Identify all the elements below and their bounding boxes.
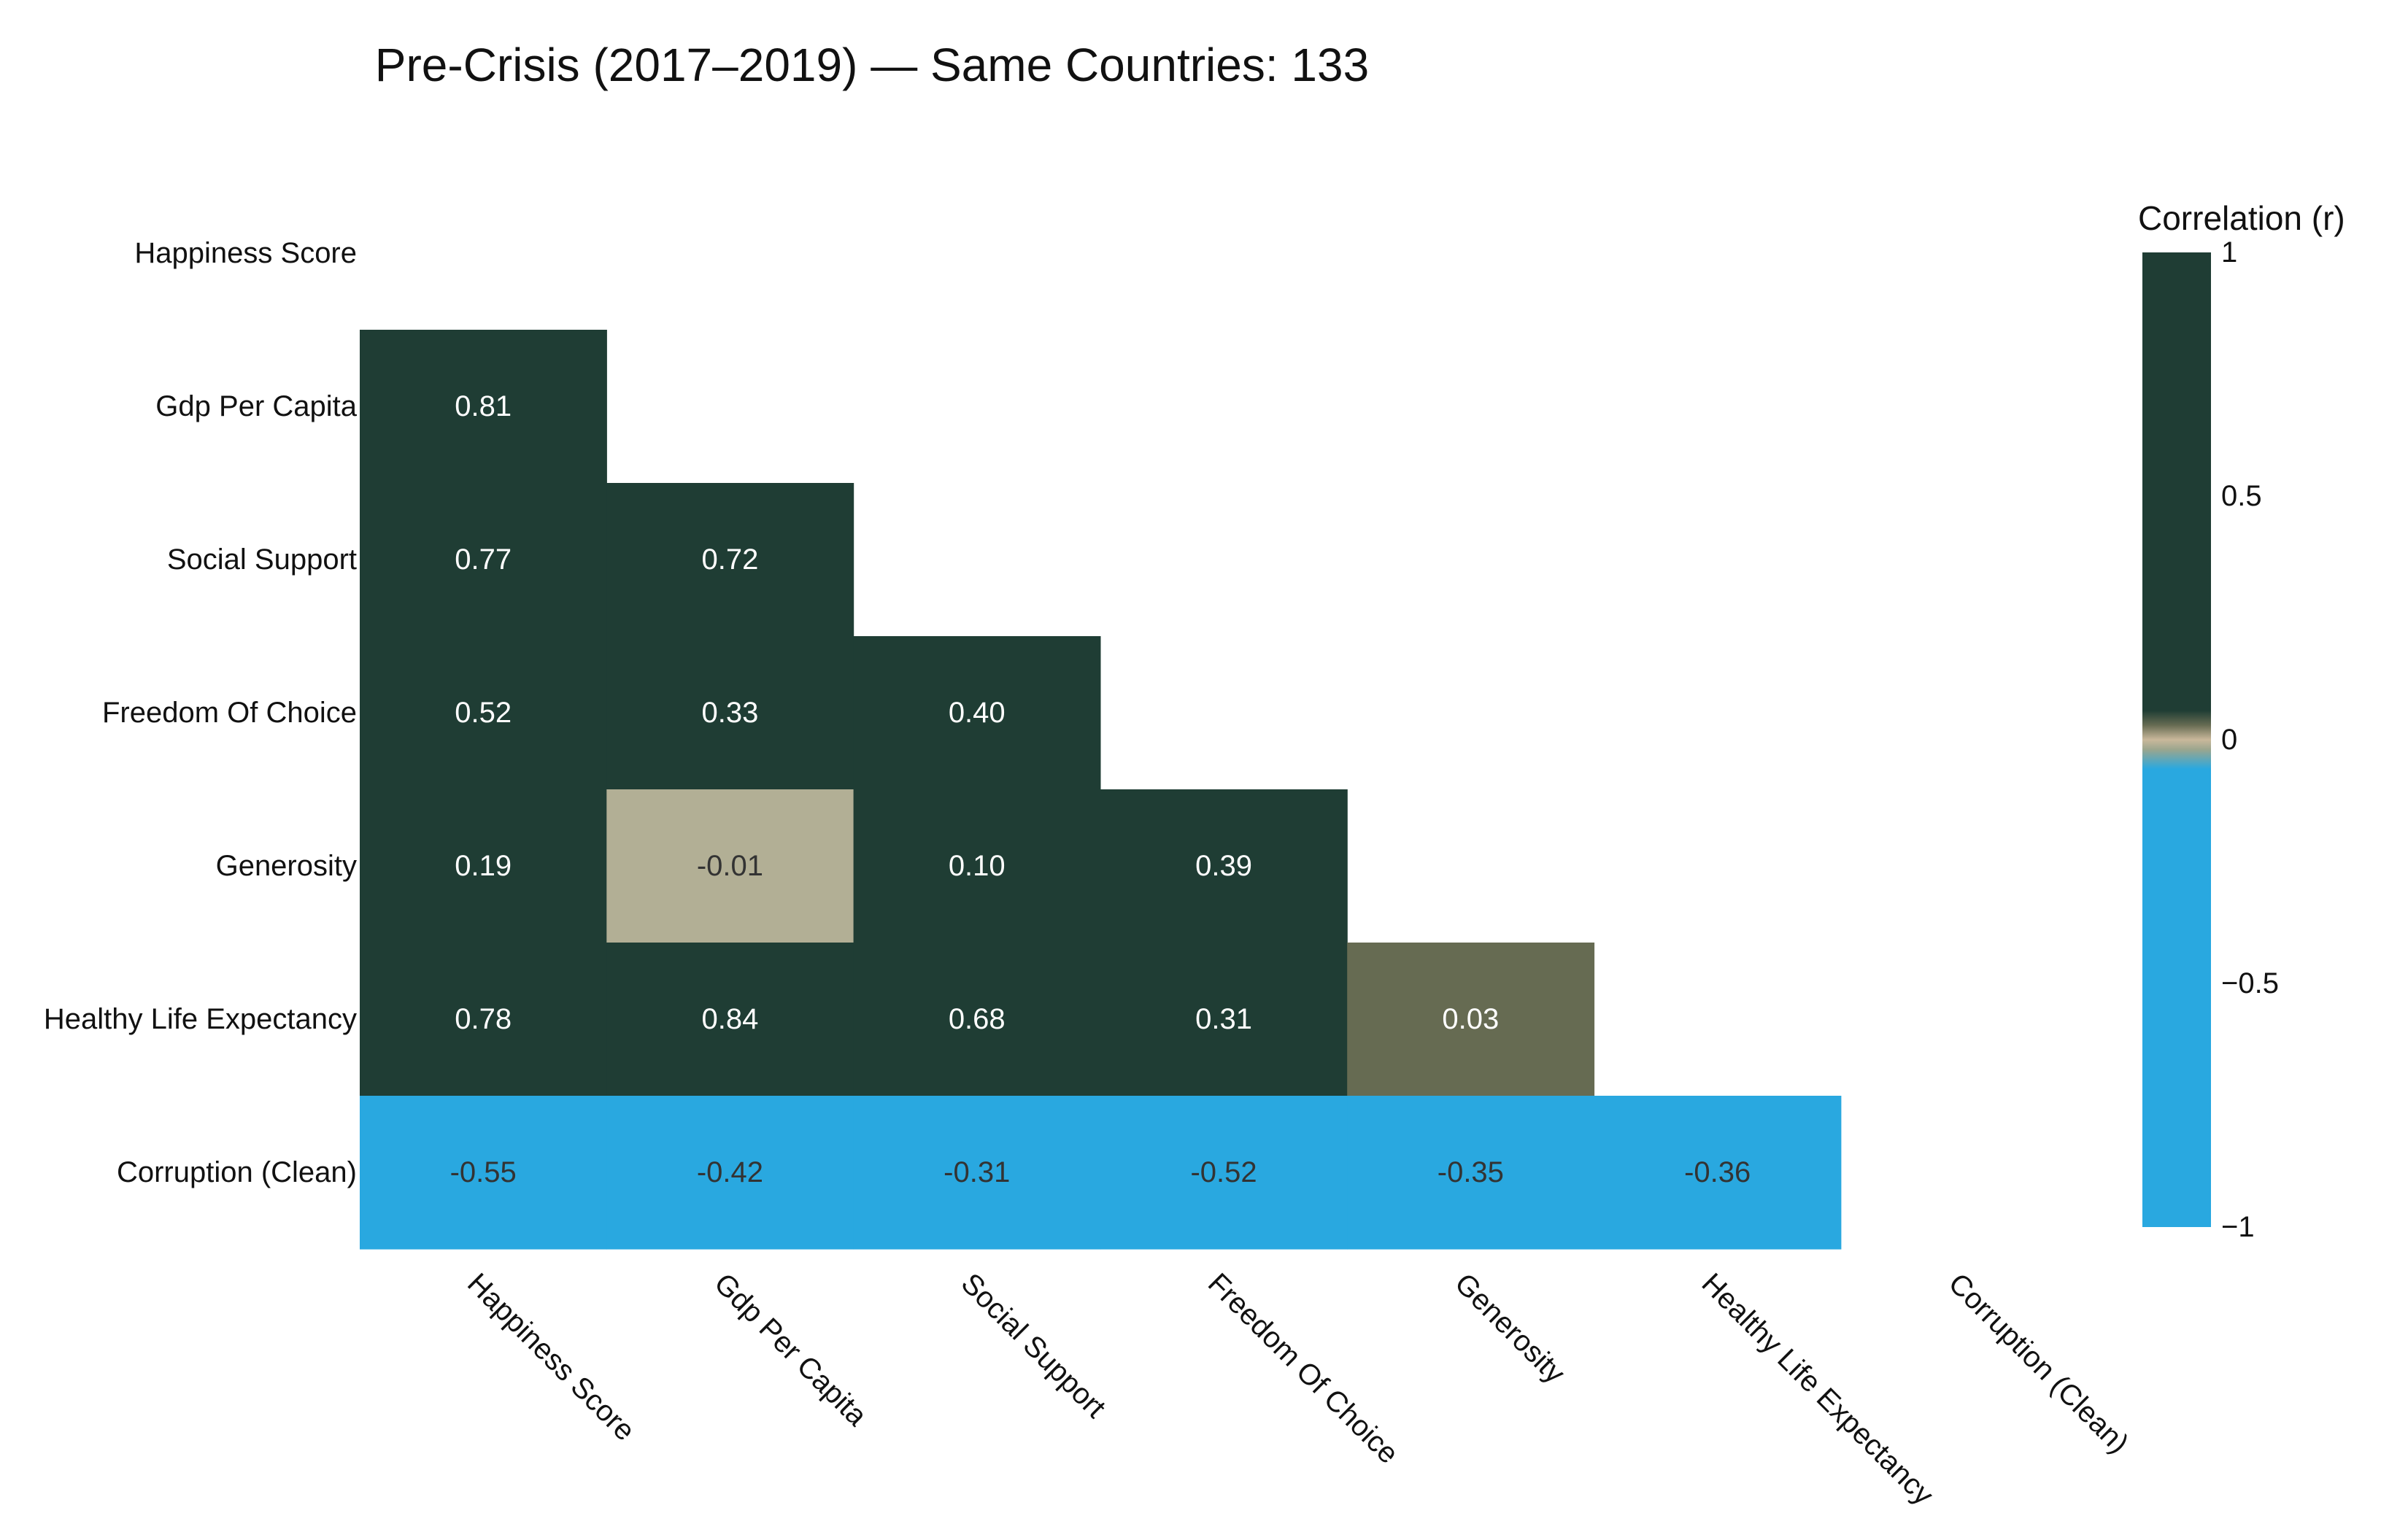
heatmap-cell [360,943,607,1096]
colorbar-tick-label: −1 [2221,1211,2255,1243]
heatmap-cell [606,943,854,1096]
heatmap-cell [606,1096,854,1250]
x-tick-label: Generosity [1448,1267,1571,1390]
colorbar-gradient [2142,252,2211,1227]
heatmap-cell [1100,943,1348,1096]
colorbar-tick-label: −0.5 [2221,967,2279,999]
heatmap-cell [360,1096,607,1250]
y-tick-label: Gdp Per Capita [155,390,357,422]
y-tick-label: Social Support [167,543,357,576]
colorbar-tick-label: 0.5 [2221,480,2262,512]
chart-title: Pre-Crisis (2017–2019) — Same Countries:… [374,39,1370,91]
heatmap-cells [360,330,1842,1250]
y-tick-label: Corruption (Clean) [117,1156,357,1188]
heatmap-cell-value: 0.31 [1195,1003,1252,1035]
heatmap-cell [853,943,1101,1096]
heatmap-cell [360,330,607,484]
y-tick-label: Generosity [216,850,357,882]
colorbar-tick-label: 1 [2221,236,2237,268]
heatmap-cell-labels: 0.81 0.77 0.72 0.52 0.33 0.40 0.19 -0.01 0.10 0.3… [450,390,1751,1188]
x-tick-label: Corruption (Clean) [1942,1267,2135,1460]
heatmap-cell-value: -0.42 [697,1156,763,1188]
y-tick-label: Happiness Score [134,237,357,269]
heatmap-cell-value: -0.36 [1684,1156,1751,1188]
heatmap-cell [360,636,607,790]
heatmap-cell-value: -0.52 [1190,1156,1257,1188]
heatmap-cell-value: 0.10 [949,850,1006,882]
heatmap-cell-value: -0.55 [450,1156,517,1188]
x-tick-label: Social Support [955,1267,1112,1424]
heatmap-cell-value: 0.40 [949,697,1006,729]
heatmap-cell [1347,943,1595,1096]
heatmap-cell [1594,1096,1842,1250]
y-axis: Happiness Score Gdp Per Capita Social Supp… [44,237,358,1188]
x-axis: Happiness Score Gdp Per Capita Social Supp… [461,1267,2135,1512]
heatmap-cell [853,636,1101,790]
heatmap-cell-value: 0.77 [455,543,512,576]
heatmap-cell-value: -0.01 [697,850,763,882]
x-tick-label: Happiness Score [461,1267,641,1447]
heatmap-cell-value: 0.81 [455,390,512,422]
heatmap-cell-value: 0.72 [702,543,759,576]
heatmap-cell-value: 0.84 [702,1003,759,1035]
heatmap-cell [360,483,607,637]
heatmap-cell-value: -0.35 [1438,1156,1504,1188]
heatmap-cell [853,1096,1101,1250]
heatmap-cell-value: 0.39 [1195,850,1252,882]
colorbar: 1 0.5 0 −0.5 −1 [2142,236,2279,1243]
heatmap-cell-value: 0.19 [455,850,512,882]
heatmap-cell [853,789,1101,943]
heatmap-cell-value: 0.68 [949,1003,1006,1035]
colorbar-title: Correlation (r) [2138,199,2345,237]
x-tick-label: Freedom Of Choice [1202,1267,1405,1470]
y-tick-label: Freedom Of Choice [102,697,357,729]
heatmap-cell-value: 0.33 [702,697,759,729]
heatmap-cell [1347,1096,1595,1250]
colorbar-tick-label: 0 [2221,724,2237,756]
heatmap-cell-value: 0.03 [1442,1003,1499,1035]
x-tick-label: Gdp Per Capita [708,1267,873,1433]
heatmap-cell [1100,789,1348,943]
y-tick-label: Healthy Life Expectancy [44,1003,357,1035]
heatmap-cell [606,483,854,637]
heatmap-cell [606,636,854,790]
heatmap-cell-value: 0.78 [455,1003,512,1035]
x-tick-label: Healthy Life Expectancy [1695,1267,1940,1512]
heatmap-cell [606,789,854,943]
heatmap-cell-value: 0.52 [455,697,512,729]
heatmap-cell [360,789,607,943]
heatmap-cell [1100,1096,1348,1250]
heatmap-cell-value: -0.31 [943,1156,1010,1188]
